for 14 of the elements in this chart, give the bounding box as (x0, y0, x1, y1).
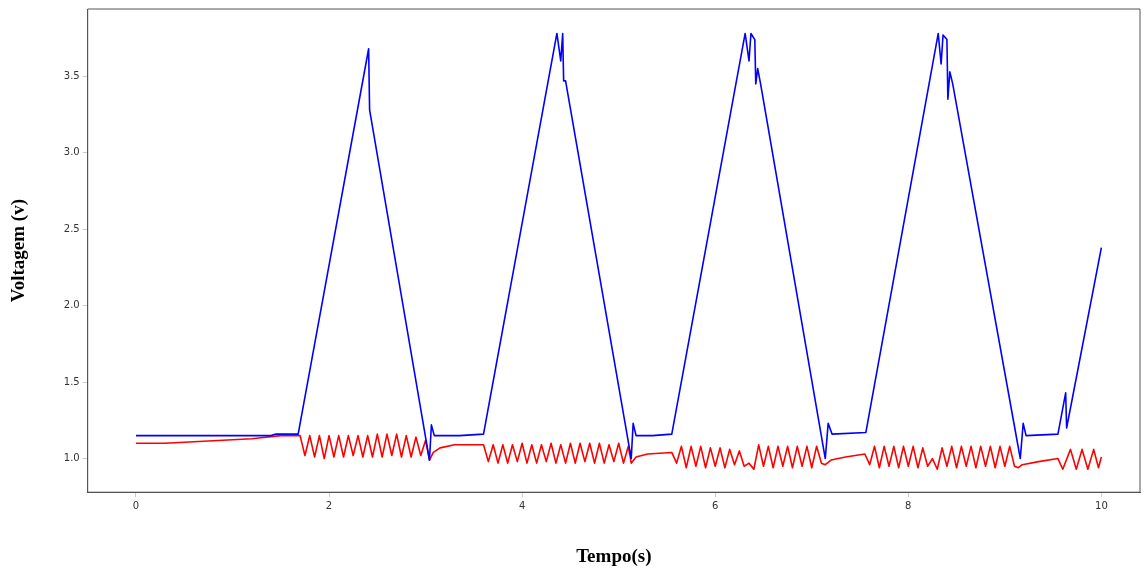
y-tick-label: 3.0 (63, 146, 80, 158)
x-tick-label: 2 (325, 499, 333, 511)
y-tick-label: 2.5 (63, 222, 80, 234)
x-tick-label: 10 (1095, 499, 1108, 511)
x-tick-label: 8 (905, 499, 912, 511)
y-tick-label: 1.5 (63, 375, 80, 387)
x-tick-label: 6 (712, 499, 719, 511)
x-tick-label: 4 (518, 499, 526, 511)
y-axis-title: Voltagem (v) (7, 198, 30, 303)
x-tick-label: 0 (132, 499, 140, 511)
y-tick-label: 3.5 (63, 69, 80, 81)
y-tick-label: 2.0 (63, 299, 80, 311)
x-axis-title: Tempo(s) (576, 544, 652, 567)
y-tick-label: 1.0 (63, 452, 80, 464)
